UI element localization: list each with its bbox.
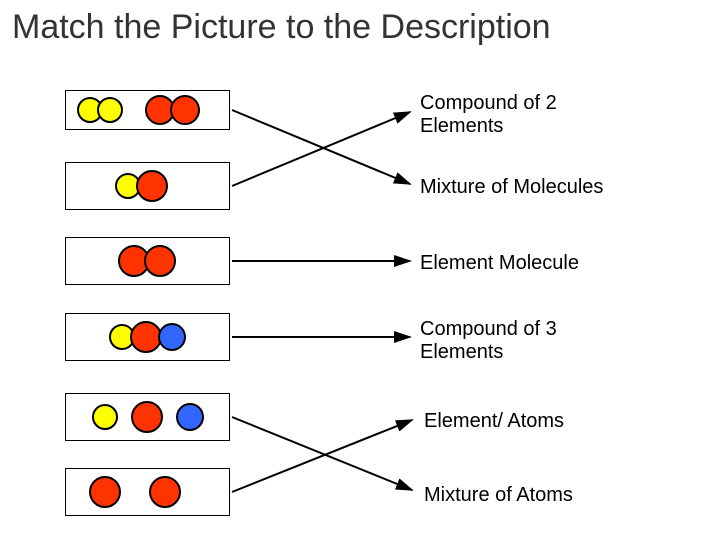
match-arrow	[232, 420, 412, 492]
match-arrow	[232, 110, 410, 184]
desc-compound-3: Compound of 3 Elements	[420, 318, 620, 364]
desc-element-atoms: Element/ Atoms	[424, 410, 684, 433]
atom-ball	[158, 323, 186, 351]
atom-ball	[170, 95, 200, 125]
page-title: Match the Picture to the Description	[12, 8, 551, 47]
atom-ball	[131, 401, 163, 433]
atom-ball	[144, 245, 176, 277]
match-arrow	[232, 417, 412, 490]
atom-ball	[97, 97, 123, 123]
desc-mixture-atoms: Mixture of Atoms	[424, 484, 684, 507]
desc-element-molecule: Element Molecule	[420, 252, 680, 275]
desc-compound-2: Compound of 2 Elements	[420, 92, 620, 138]
atom-ball	[92, 404, 118, 430]
atom-ball	[89, 476, 121, 508]
desc-mixture-molecules: Mixture of Molecules	[420, 176, 680, 199]
match-arrow	[232, 112, 410, 186]
atom-ball	[149, 476, 181, 508]
atom-ball	[176, 403, 204, 431]
atom-ball	[136, 170, 168, 202]
